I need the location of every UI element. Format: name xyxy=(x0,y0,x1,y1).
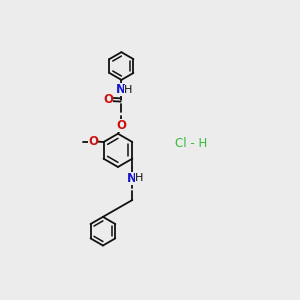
Text: N: N xyxy=(116,83,126,96)
Text: O: O xyxy=(88,135,98,148)
Text: O: O xyxy=(103,93,113,106)
Text: H: H xyxy=(124,85,132,94)
Text: O: O xyxy=(116,119,126,132)
Text: H: H xyxy=(135,173,143,183)
Text: Cl - H: Cl - H xyxy=(175,137,207,150)
Text: N: N xyxy=(127,172,137,184)
